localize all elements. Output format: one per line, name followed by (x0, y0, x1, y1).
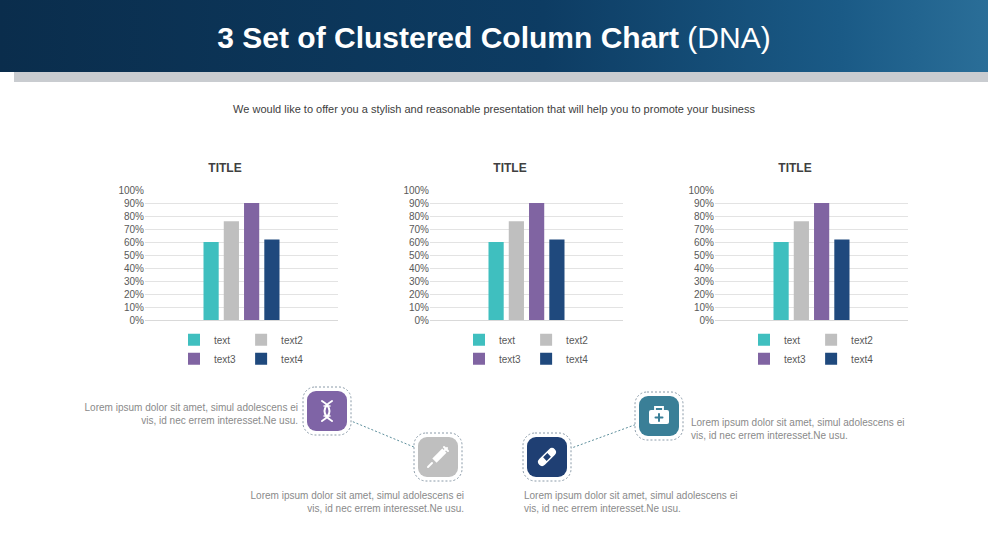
svg-text:text: text (214, 335, 230, 346)
html-text:Lorem ipsum dolor sit amet, si: Lorem ipsum dolor sit amet, simul adoles… (250, 490, 464, 514)
svg-text:50%: 50% (124, 250, 144, 261)
svg-text:text2: text2 (566, 335, 588, 346)
svg-text:90%: 90% (409, 198, 429, 209)
svg-text:0%: 0% (415, 315, 430, 326)
svg-text:30%: 30% (409, 276, 429, 287)
svg-text:20%: 20% (694, 289, 714, 300)
svg-text:text: text (499, 335, 515, 346)
svg-text:100%: 100% (403, 185, 429, 196)
svg-text:text2: text2 (851, 335, 873, 346)
svg-text:0%: 0% (700, 315, 715, 326)
html-text:Lorem ipsum dolor sit amet, si: Lorem ipsum dolor sit amet, simul adoles… (691, 417, 905, 441)
svg-text:text: text (784, 335, 800, 346)
html-text:Lorem ipsum dolor sit amet, si: Lorem ipsum dolor sit amet, simul adoles… (524, 490, 738, 514)
svg-text:40%: 40% (124, 263, 144, 274)
svg-text:20%: 20% (409, 289, 429, 300)
svg-text:text2: text2 (281, 335, 303, 346)
svg-text:70%: 70% (124, 224, 144, 235)
svg-text:60%: 60% (694, 237, 714, 248)
svg-text:text4: text4 (851, 354, 873, 365)
svg-text:10%: 10% (694, 302, 714, 313)
svg-text:70%: 70% (409, 224, 429, 235)
svg-text:50%: 50% (409, 250, 429, 261)
svg-text:40%: 40% (694, 263, 714, 274)
html-text:We would like to offer you a s: We would like to offer you a stylish and… (233, 103, 755, 115)
svg-text:10%: 10% (124, 302, 144, 313)
svg-text:100%: 100% (118, 185, 144, 196)
svg-text:90%: 90% (124, 198, 144, 209)
svg-text:60%: 60% (124, 237, 144, 248)
svg-text:text4: text4 (281, 354, 303, 365)
svg-text:text3: text3 (214, 354, 236, 365)
html-text:3 Set of Clustered Column Char: 3 Set of Clustered Column Chart (DNA) (217, 21, 771, 54)
svg-text:text4: text4 (566, 354, 588, 365)
html-text:Lorem ipsum dolor sit amet, si: Lorem ipsum dolor sit amet, simul adoles… (84, 402, 298, 426)
svg-text:80%: 80% (124, 211, 144, 222)
svg-text:90%: 90% (694, 198, 714, 209)
svg-text:text3: text3 (784, 354, 806, 365)
svg-text:text3: text3 (499, 354, 521, 365)
svg-text:80%: 80% (694, 211, 714, 222)
svg-text:60%: 60% (409, 237, 429, 248)
svg-text:70%: 70% (694, 224, 714, 235)
svg-text:10%: 10% (409, 302, 429, 313)
svg-text:80%: 80% (409, 211, 429, 222)
svg-text:TITLE: TITLE (493, 161, 526, 175)
svg-text:30%: 30% (124, 276, 144, 287)
svg-text:TITLE: TITLE (778, 161, 811, 175)
svg-text:0%: 0% (130, 315, 145, 326)
svg-text:30%: 30% (694, 276, 714, 287)
svg-text:TITLE: TITLE (208, 161, 241, 175)
svg-text:100%: 100% (688, 185, 714, 196)
svg-text:40%: 40% (409, 263, 429, 274)
svg-text:50%: 50% (694, 250, 714, 261)
svg-text:20%: 20% (124, 289, 144, 300)
